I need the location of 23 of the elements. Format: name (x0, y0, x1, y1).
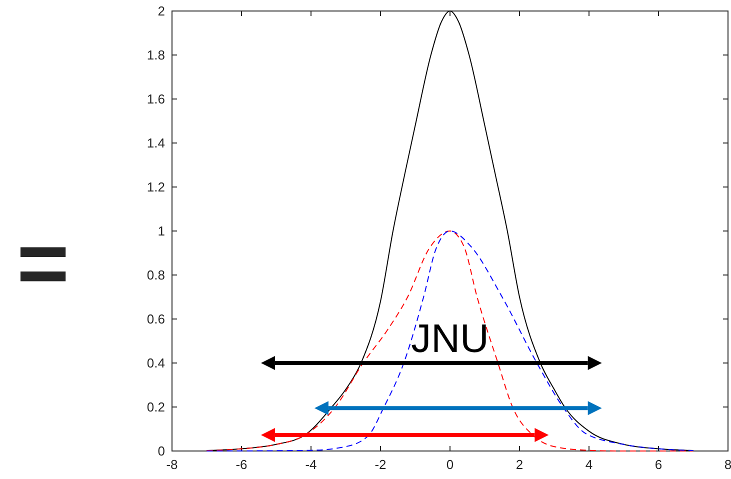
y-tick-label: 1.4 (146, 136, 165, 150)
x-tick-label: -6 (236, 457, 248, 472)
y-tick-label: 1.6 (146, 92, 165, 106)
text: = (16, 214, 70, 314)
y-tick-label: 0.4 (146, 356, 165, 370)
y-tick-label: 0.8 (146, 268, 165, 282)
y-tick-label: 1.2 (146, 180, 165, 194)
x-tick-label: -4 (305, 457, 317, 472)
y-tick-label: 0.6 (146, 312, 165, 326)
x-tick-label: 2 (516, 457, 524, 472)
y-tick-label: 0.2 (146, 400, 165, 414)
annotation: JNU (411, 317, 489, 361)
x-tick-label: 0 (446, 457, 454, 472)
y-tick-label: 0 (158, 444, 165, 458)
line-series (206, 230, 694, 452)
x-tick-label: 8 (724, 457, 731, 472)
x-tick-label: 6 (654, 457, 662, 472)
y-tick-label: 1.8 (146, 48, 165, 62)
y-tick-label: 2 (158, 4, 165, 18)
x-tick-label: -8 (166, 457, 178, 472)
x-tick-label: -2 (374, 457, 386, 472)
x-tick-label: 4 (585, 457, 593, 472)
y-tick-label: 1 (158, 224, 165, 238)
